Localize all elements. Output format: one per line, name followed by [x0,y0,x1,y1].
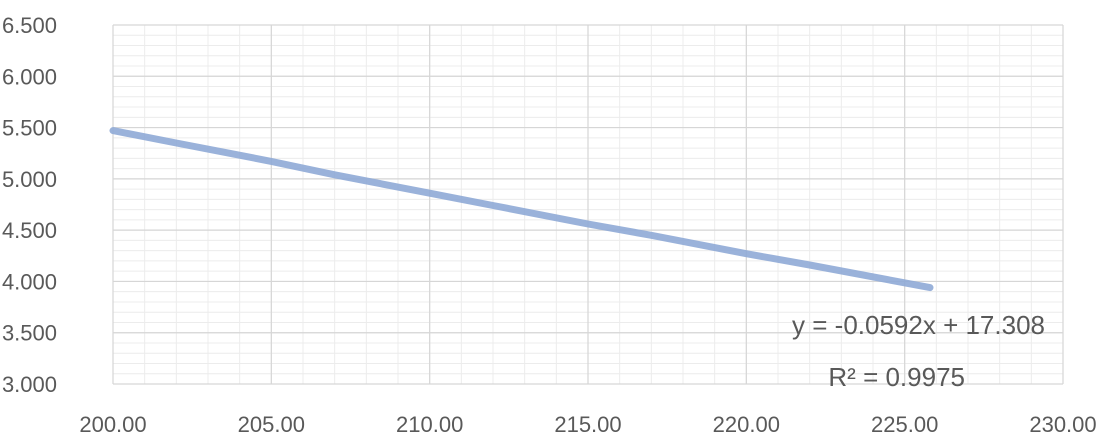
y-tick-label: 5.500 [2,116,57,141]
trendline-equation: y = -0.0592x + 17.308 [792,310,1045,340]
x-tick-label: 200.00 [79,412,146,437]
x-tick-label: 225.00 [871,412,938,437]
y-tick-label: 5.000 [2,167,57,192]
x-tick-label: 210.00 [396,412,463,437]
series-line [109,127,934,292]
series-layer [109,127,934,292]
y-tick-label: 3.500 [2,321,57,346]
x-tick-label: 215.00 [554,412,621,437]
y-tick-label: 4.000 [2,269,57,294]
y-tick-label: 6.000 [2,64,57,89]
r-squared-label: R² = 0.9975 [828,362,965,392]
x-tick-label: 205.00 [238,412,305,437]
x-tick-label: 220.00 [713,412,780,437]
y-tick-label: 6.500 [2,13,57,38]
y-tick-label: 4.500 [2,218,57,243]
x-axis-tick-labels: 200.00 205.00 210.00 215.00 220.00 225.00 230.… [79,412,1096,437]
y-tick-label: 3.000 [2,372,57,397]
y-axis-tick-labels: 3.000 3.500 4.000 4.500 5.000 5.500 6.000 6.500 [2,13,57,397]
x-tick-label: 230.00 [1029,412,1096,437]
